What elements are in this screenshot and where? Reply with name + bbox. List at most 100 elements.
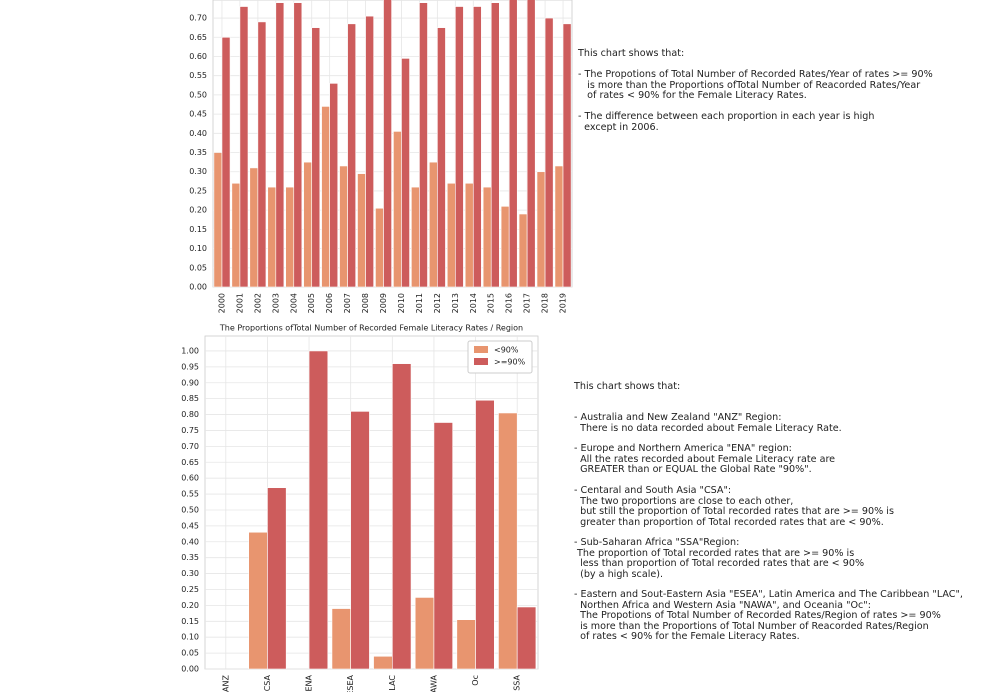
bar bbox=[357, 173, 366, 287]
x-tick-label: 2000 bbox=[217, 293, 226, 313]
y-tick-label: 0.90 bbox=[181, 378, 199, 387]
y-tick-label: 0.70 bbox=[189, 14, 207, 23]
y-tick-label: 0.45 bbox=[189, 110, 207, 119]
annotation: - Australia and New Zealand "ANZ" Region… bbox=[574, 412, 842, 434]
x-tick-label: 2013 bbox=[451, 293, 460, 313]
x-tick-label: SSA bbox=[513, 674, 522, 690]
y-tick-label: 0.50 bbox=[181, 505, 199, 514]
bar bbox=[518, 213, 528, 287]
y-tick-label: 0.40 bbox=[181, 537, 199, 546]
bar bbox=[437, 27, 446, 287]
bar bbox=[490, 2, 500, 287]
x-tick-label: 2003 bbox=[271, 293, 280, 313]
bar bbox=[544, 17, 554, 287]
annotation: - The difference between each proportion… bbox=[578, 111, 875, 133]
x-tick-label: Oc bbox=[471, 675, 480, 686]
x-tick-label: 2016 bbox=[505, 293, 514, 313]
y-tick-label: 0.65 bbox=[189, 33, 207, 42]
y-tick-label: 1.00 bbox=[181, 346, 199, 355]
x-tick-label: 2007 bbox=[343, 293, 352, 313]
y-tick-label: 0.65 bbox=[181, 458, 199, 467]
x-tick-label: 2004 bbox=[289, 293, 298, 313]
bar bbox=[401, 58, 410, 287]
annotation: This chart shows that: bbox=[574, 381, 681, 392]
y-tick-label: 0.35 bbox=[181, 553, 199, 562]
bar bbox=[347, 23, 357, 287]
x-tick-label: ESEA bbox=[346, 674, 355, 692]
y-tick-label: 0.20 bbox=[189, 206, 207, 215]
bar bbox=[239, 6, 249, 287]
y-tick-label: 0.55 bbox=[189, 71, 207, 80]
y-tick-label: 0.30 bbox=[189, 167, 207, 176]
x-tick-label: 2015 bbox=[487, 293, 496, 313]
bar bbox=[275, 2, 285, 287]
bars bbox=[213, 0, 572, 287]
x-tick-label: CSA bbox=[263, 674, 272, 691]
x-tick-label: 2002 bbox=[253, 293, 262, 313]
y-tick-label: 0.95 bbox=[181, 362, 199, 371]
bar bbox=[428, 161, 438, 287]
annotation: - The Propotions of Total Number of Reco… bbox=[578, 69, 933, 102]
y-tick-label: 0.15 bbox=[181, 617, 199, 626]
y-tick-label: 0.85 bbox=[181, 394, 199, 403]
x-tick-label: 2014 bbox=[469, 293, 478, 313]
bar bbox=[285, 186, 295, 287]
y-tick-label: 0.25 bbox=[181, 585, 199, 594]
bar bbox=[433, 422, 453, 669]
bar bbox=[419, 2, 428, 287]
bar bbox=[339, 165, 348, 287]
legend-label: >=90% bbox=[494, 358, 526, 367]
bar bbox=[455, 6, 464, 287]
y-tick-label: 0.00 bbox=[181, 665, 199, 674]
bar bbox=[526, 0, 536, 287]
bar bbox=[373, 655, 393, 669]
bar bbox=[267, 186, 277, 287]
legend-swatch bbox=[474, 358, 488, 365]
x-tick-label: 2010 bbox=[397, 293, 406, 313]
bar bbox=[303, 161, 313, 287]
bar bbox=[331, 608, 351, 669]
bar bbox=[249, 167, 259, 287]
x-tick-label: LAC bbox=[388, 675, 397, 691]
chart-title: The Proportions ofTotal Number of Record… bbox=[219, 324, 523, 333]
bar bbox=[554, 165, 564, 287]
y-tick-label: 0.60 bbox=[189, 52, 207, 61]
x-tick-label: 2005 bbox=[307, 293, 316, 313]
x-tick-label: 2012 bbox=[433, 293, 442, 313]
x-tick-label: ENA bbox=[305, 674, 314, 691]
bar bbox=[446, 182, 456, 287]
bar bbox=[375, 207, 384, 287]
bar bbox=[231, 182, 241, 287]
x-tick-label: 2017 bbox=[523, 293, 532, 313]
x-tick-label: ANZ bbox=[221, 674, 230, 691]
bar bbox=[383, 0, 392, 287]
y-tick-label: 0.55 bbox=[181, 490, 199, 499]
x-tick-label: 2019 bbox=[559, 293, 568, 313]
y-tick-label: 0.05 bbox=[189, 263, 207, 272]
bar bbox=[482, 186, 492, 287]
y-tick-label: 0.60 bbox=[181, 474, 199, 483]
y-tick-label: 0.10 bbox=[181, 633, 199, 642]
x-tick-label: NAWA bbox=[429, 674, 438, 692]
annotation: - Sub-Saharan Africa "SSA"Region: The pr… bbox=[574, 537, 865, 580]
bar bbox=[562, 23, 572, 287]
bar bbox=[329, 83, 339, 287]
bar bbox=[508, 0, 518, 287]
y-tick-label: 0.00 bbox=[189, 283, 207, 292]
bar bbox=[293, 2, 303, 287]
annotation: This chart shows that: bbox=[578, 48, 685, 59]
y-tick-label: 0.75 bbox=[181, 426, 199, 435]
bar bbox=[221, 36, 231, 287]
bar bbox=[267, 487, 287, 669]
bar bbox=[393, 131, 402, 287]
bar bbox=[536, 171, 546, 287]
y-tick-label: 0.40 bbox=[189, 129, 207, 138]
annotation: - Europe and Northern America "ENA" regi… bbox=[574, 443, 836, 476]
y-tick-label: 0.10 bbox=[189, 244, 207, 253]
bar bbox=[475, 399, 495, 669]
x-tick-label: 2009 bbox=[379, 293, 388, 313]
y-tick-label: 0.30 bbox=[181, 569, 199, 578]
bar bbox=[350, 411, 370, 669]
bar bbox=[365, 15, 374, 287]
